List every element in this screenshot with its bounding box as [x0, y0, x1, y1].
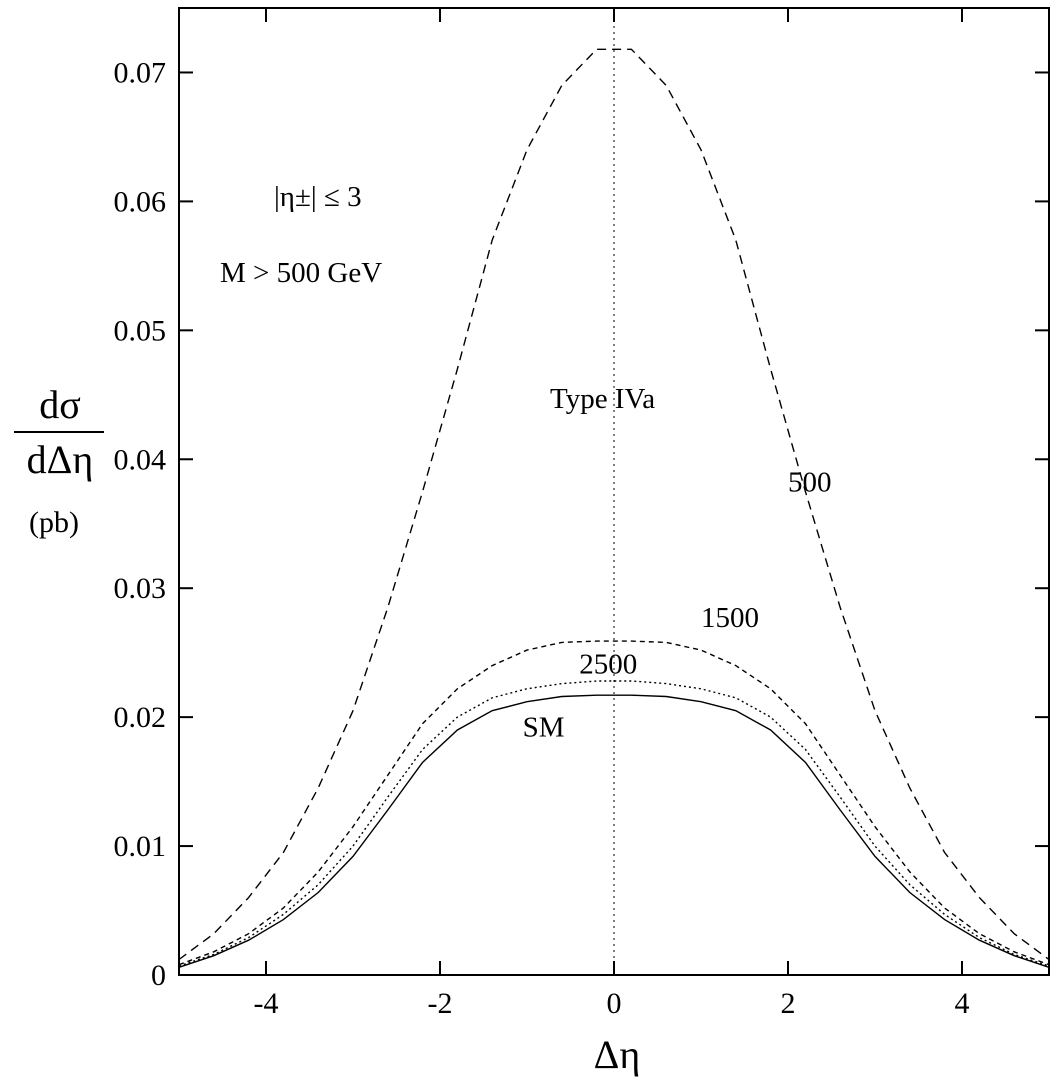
x-tick-label: 2 [781, 987, 796, 1020]
series-line-sm [178, 694, 1050, 968]
series-group [178, 48, 1050, 968]
annotation-eta-cut: |η±| ≤ 3 [274, 181, 362, 213]
series-line-500 [178, 48, 1050, 961]
y-tick-label: 0.02 [114, 701, 167, 734]
series-label-2500: 2500 [579, 648, 637, 680]
annotation-mass-cut: M > 500 GeV [220, 257, 382, 289]
y-tick-label: 0.01 [114, 830, 167, 863]
y-axis-label-denominator: dΔη [27, 437, 94, 482]
y-tick-label: 0.06 [114, 185, 167, 218]
annotation-model: Type IVa [550, 383, 655, 415]
series-label-sm: SM [523, 711, 565, 743]
x-tick-label: -2 [428, 987, 453, 1020]
series-labels-group: 500 1500 2500 SM [523, 467, 832, 744]
series-label-1500: 1500 [701, 602, 759, 634]
y-tick-label: 0.07 [114, 56, 167, 89]
x-tick-label: 4 [955, 987, 970, 1020]
y-tick-label: 0.04 [114, 443, 167, 476]
y-axis-label-numerator: dσ [39, 382, 81, 427]
axis-tick-labels: -4 -2 0 2 4 0 0.01 0.02 0.03 0.04 0.05 0.06 0.07 [114, 56, 970, 1020]
y-axis-label-unit: (pb) [29, 506, 79, 539]
series-line-1500 [178, 640, 1050, 966]
x-tick-label: 0 [607, 987, 622, 1020]
series-label-500: 500 [788, 467, 832, 499]
x-axis-label: Δη [594, 1032, 641, 1077]
axis-ticks [179, 8, 1049, 976]
y-tick-label: 0 [151, 959, 166, 992]
y-tick-label: 0.05 [114, 314, 167, 347]
series-line-2500 [178, 680, 1050, 967]
y-tick-label: 0.03 [114, 572, 167, 605]
x-tick-label: -4 [254, 987, 279, 1020]
